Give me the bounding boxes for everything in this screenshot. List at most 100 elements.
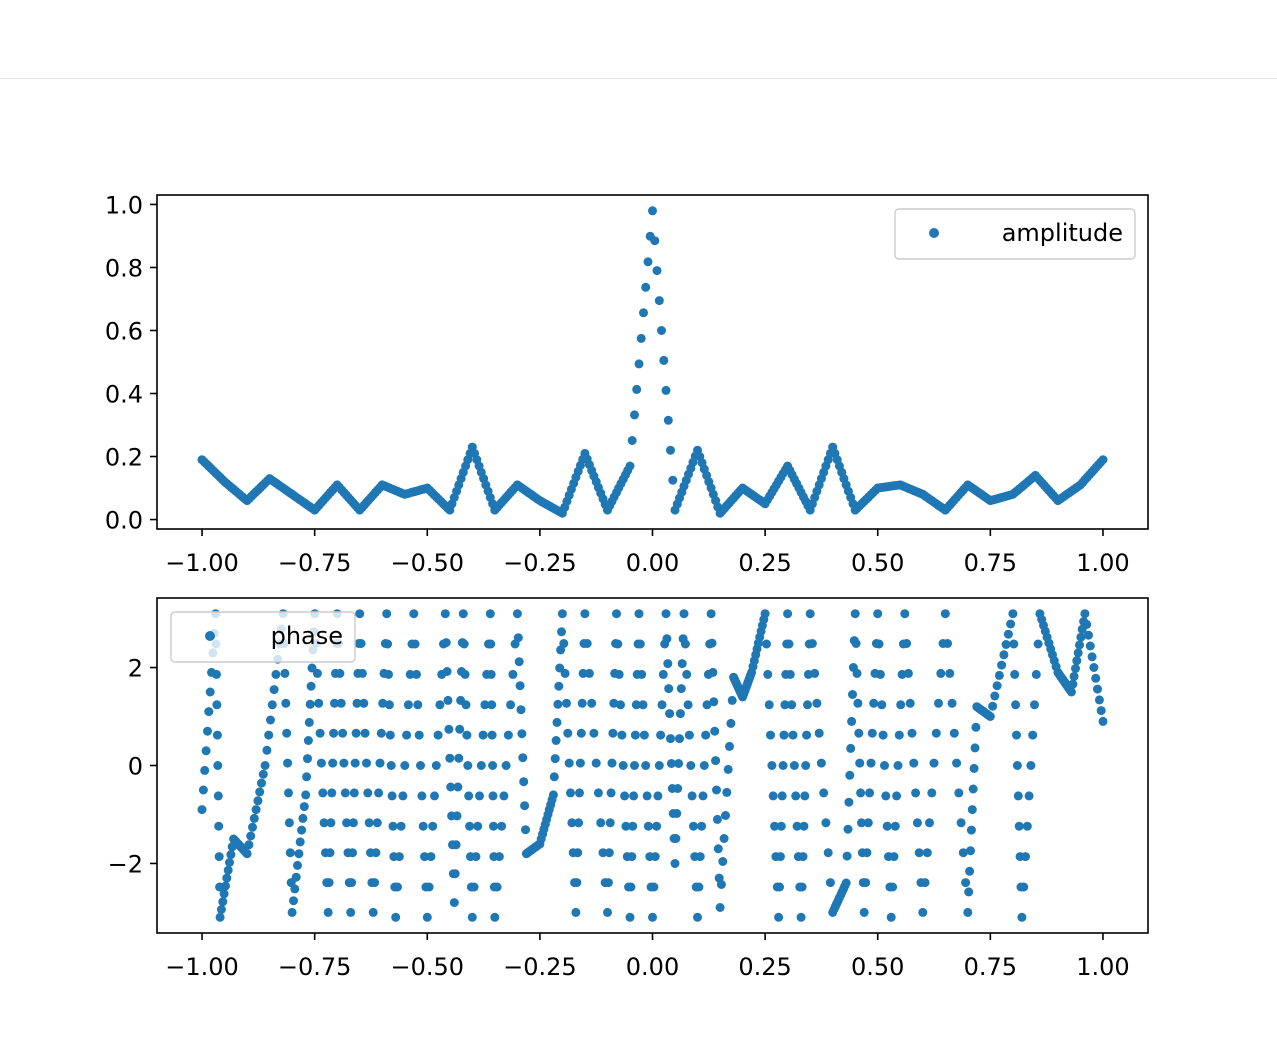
data-point	[1080, 609, 1090, 619]
data-point	[679, 609, 689, 619]
data-point	[723, 764, 733, 774]
data-point	[260, 761, 270, 770]
data-point	[635, 639, 645, 649]
legend: amplitude	[894, 208, 1136, 260]
data-point	[577, 698, 587, 708]
data-point	[791, 791, 801, 801]
data-point	[672, 809, 682, 818]
data-point	[384, 669, 393, 679]
data-point	[1091, 673, 1101, 683]
data-point	[384, 700, 394, 710]
data-point	[554, 681, 564, 691]
data-point	[963, 907, 973, 917]
x-tick-label: 0.25	[738, 549, 791, 577]
data-point	[469, 882, 479, 892]
data-point	[323, 907, 333, 917]
legend-label: amplitude	[1002, 219, 1123, 247]
data-point	[641, 761, 651, 770]
data-point	[857, 818, 866, 828]
data-point	[464, 791, 474, 801]
data-point	[843, 824, 853, 834]
data-point	[575, 758, 585, 768]
data-point	[628, 821, 638, 831]
data-point	[911, 788, 921, 798]
data-point	[315, 728, 325, 738]
x-tick-label: −1.00	[165, 549, 239, 577]
data-point	[266, 715, 275, 725]
data-point	[519, 777, 529, 787]
data-point	[393, 882, 402, 892]
data-point	[956, 818, 966, 828]
data-point	[620, 791, 630, 801]
data-point	[1012, 761, 1022, 770]
data-point	[559, 639, 569, 648]
data-point	[212, 700, 222, 710]
data-point	[880, 761, 889, 770]
x-tick-label: −0.75	[278, 953, 352, 981]
data-point	[663, 415, 673, 425]
data-point	[842, 851, 852, 861]
data-point	[862, 848, 872, 858]
data-point	[589, 728, 599, 738]
data-point	[1089, 663, 1099, 672]
data-point	[892, 791, 902, 801]
data-point	[416, 761, 425, 770]
data-point	[787, 700, 797, 710]
data-point	[324, 878, 334, 888]
data-point	[1068, 679, 1078, 689]
data-point	[314, 698, 324, 708]
data-point	[312, 668, 322, 678]
data-point	[560, 668, 570, 678]
data-point	[488, 791, 498, 801]
data-point	[841, 878, 851, 888]
data-point	[1066, 687, 1076, 697]
x-tick-label: 0.75	[964, 953, 1017, 981]
data-point	[280, 668, 290, 678]
data-point	[591, 758, 601, 768]
data-point	[694, 882, 704, 892]
data-point	[216, 905, 226, 914]
data-point	[1084, 630, 1093, 640]
data-point	[396, 821, 406, 831]
data-point	[863, 818, 873, 828]
data-point	[473, 821, 483, 831]
data-point	[952, 758, 962, 768]
data-point	[654, 761, 664, 770]
data-point	[613, 639, 623, 649]
data-point	[900, 609, 910, 619]
data-point	[422, 912, 432, 922]
data-point	[865, 788, 875, 798]
data-point	[255, 787, 265, 797]
data-point	[355, 609, 365, 619]
data-point	[517, 729, 527, 739]
data-point	[643, 257, 653, 267]
data-point	[550, 754, 560, 764]
data-point	[853, 698, 863, 708]
data-point	[575, 788, 584, 798]
data-point	[284, 818, 294, 828]
data-point	[764, 700, 774, 710]
data-point	[763, 669, 773, 679]
data-point	[803, 700, 812, 710]
data-point	[287, 907, 297, 917]
data-point	[376, 728, 386, 738]
data-point	[902, 639, 912, 648]
data-point	[357, 668, 367, 678]
data-point	[1072, 656, 1082, 666]
data-point	[695, 852, 705, 862]
data-point	[424, 882, 434, 892]
legend-label: phase	[271, 622, 343, 650]
data-point	[295, 837, 305, 847]
data-point	[1085, 641, 1095, 651]
data-point	[762, 639, 771, 649]
data-point	[990, 691, 1000, 701]
data-point	[918, 907, 928, 917]
data-point	[1022, 821, 1032, 831]
data-point	[441, 638, 451, 648]
data-point	[658, 669, 668, 679]
data-point	[388, 821, 398, 831]
data-point	[430, 791, 439, 801]
data-point	[351, 728, 361, 738]
data-point	[290, 884, 300, 894]
series-phase	[197, 609, 1108, 922]
